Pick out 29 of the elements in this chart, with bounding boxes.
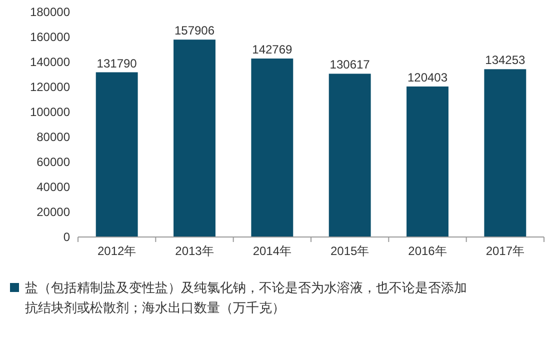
y-tick-label: 80000 [36,130,70,144]
y-tick-label: 60000 [36,155,70,170]
legend-label: 盐（包括精制盐及变性盐）及纯氯化钠，不论是否为水溶液，也不论是否添加抗结块剂或松散剂；海水出口数量（万千克） [25,280,467,315]
bar [484,69,526,237]
data-label: 134253 [485,53,526,68]
y-tick-label: 20000 [36,205,70,220]
y-tick-label: 180000 [30,5,70,20]
y-tick-label: 160000 [30,30,70,44]
bar [174,40,216,237]
y-tick-label: 140000 [30,55,70,70]
bar [96,72,138,237]
x-tick-label: 2017年 [486,244,525,258]
x-tick-label: 2016年 [408,244,447,258]
bar [251,58,294,237]
x-tick-label: 2013年 [175,244,214,258]
x-tick-label: 2014年 [252,244,292,258]
data-label: 131790 [96,56,138,70]
bar [328,74,371,237]
y-tick-label: 40000 [36,180,70,194]
y-tick-label: 120000 [30,80,70,94]
x-tick-label: 2015年 [330,244,370,258]
y-tick-label: 0 [63,230,70,244]
x-tick-label: 2012年 [97,244,136,258]
data-label: 157906 [174,24,215,38]
data-label: 130617 [330,58,370,72]
data-label: 120403 [407,70,448,84]
data-label: 142769 [252,42,293,57]
y-tick-label: 100000 [30,105,70,120]
bar [406,86,448,237]
